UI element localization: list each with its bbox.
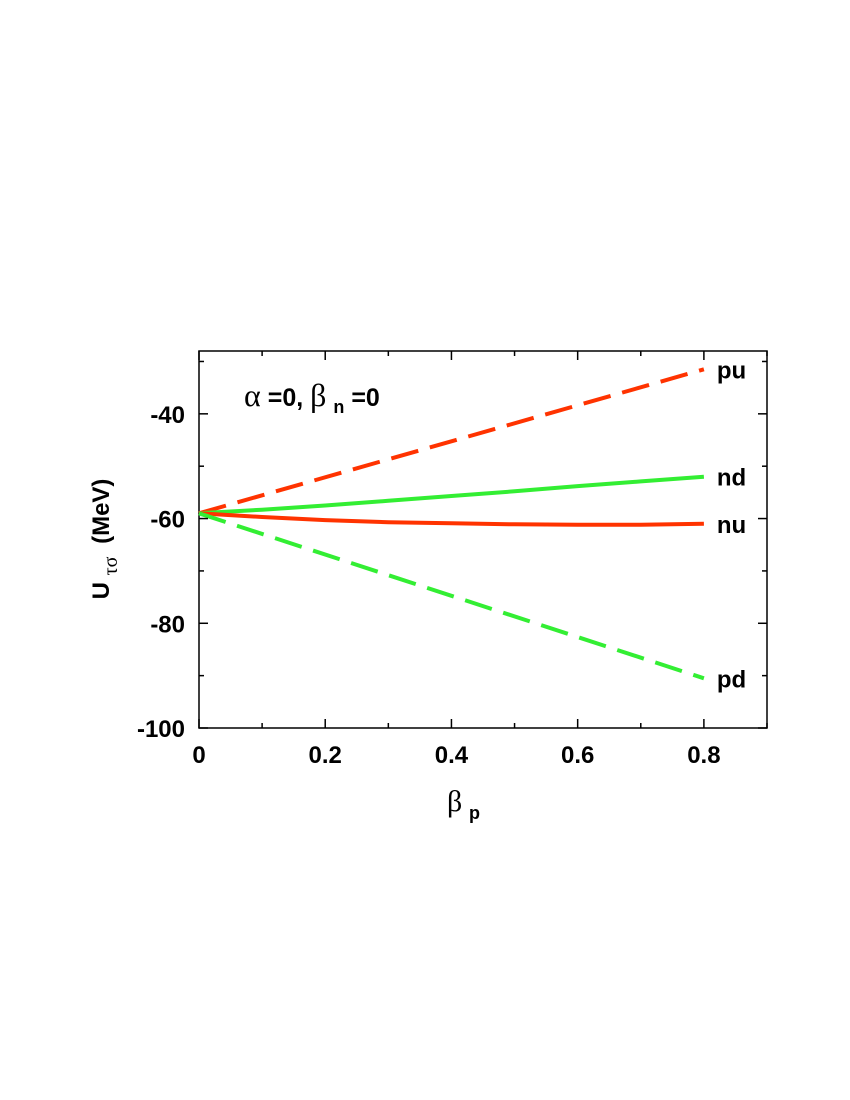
beta-symbol: β [310,377,326,413]
parameter-annotation: α =0, β n =0 [244,377,380,419]
series-labels: pu nd nu pd [717,357,746,693]
alpha-symbol: α [244,377,261,413]
series-label-nu: nu [717,512,746,539]
series-line-pd [198,511,705,681]
series-label-pu: pu [717,357,746,384]
x-tick-label: 0.4 [435,742,469,769]
plot-frame [198,350,768,729]
series-label-pd: pd [717,666,746,693]
series-line-nu [198,511,704,527]
x-axis-title: β p [447,785,480,823]
x-axis-subscript: p [469,803,480,823]
y-axis-title: U τσ (MeV) [88,479,123,600]
series-line-pu [198,367,705,516]
y-axis-symbol: U [88,582,115,599]
series-label-nd: nd [717,465,746,492]
y-axis-subscript: τσ [100,556,122,575]
tick-marks [198,351,768,729]
x-tick-label: 0 [192,742,205,769]
series-line-nd [198,474,705,516]
x-axis-symbol: β [447,785,462,818]
beta-subscript: n [333,397,344,417]
y-tick-label: -40 [150,402,185,429]
alpha-value: =0, [268,384,310,412]
tick-labels: 0 0.2 0.4 0.6 0.8 -100 -80 -60 -40 [137,402,721,769]
x-tick-label: 0.8 [687,742,720,769]
beta-value: =0 [351,384,380,412]
series-group [198,367,705,681]
y-tick-label: -60 [150,507,185,534]
y-axis-unit: (MeV) [88,479,115,544]
x-tick-label: 0.2 [309,742,342,769]
x-tick-label: 0.6 [561,742,594,769]
y-tick-label: -100 [137,716,185,743]
y-tick-label: -80 [150,611,185,638]
